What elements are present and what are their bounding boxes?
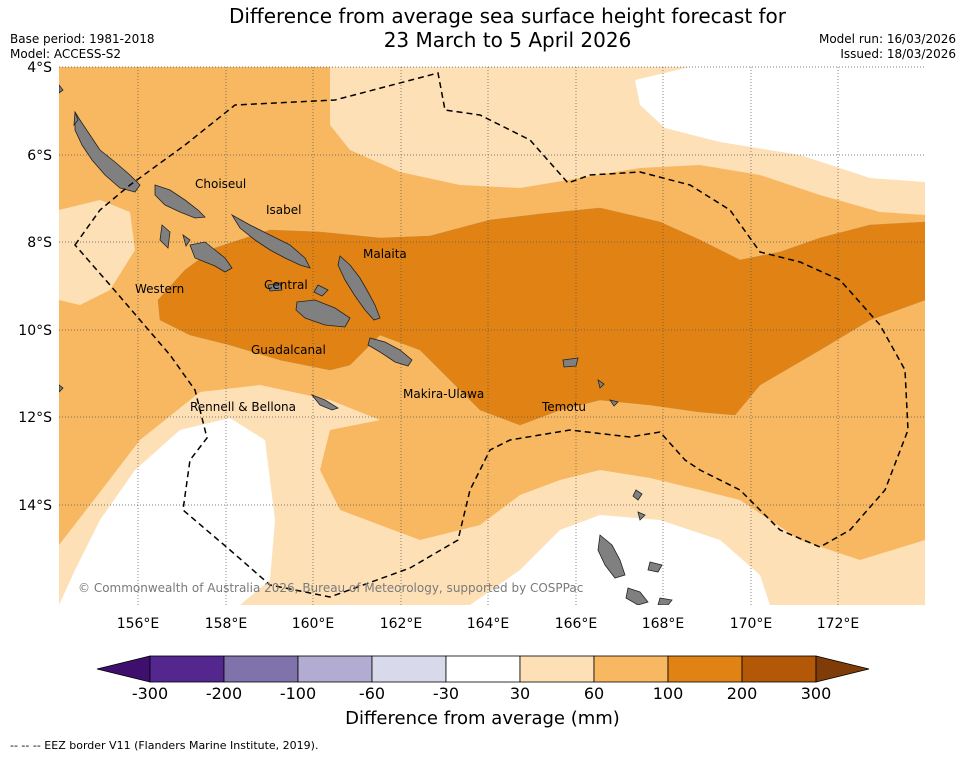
colorbar-tick: -300 [131, 684, 169, 703]
province-label-choiseul: Choiseul [195, 177, 246, 191]
lon-label: 164°E [467, 616, 510, 632]
island-ranongga [159, 224, 171, 249]
province-label-western: Western [135, 282, 184, 296]
province-label-isabel: Isabel [266, 203, 301, 217]
colorbar-tick: 30 [509, 684, 531, 703]
colorbar-segment [297, 655, 373, 683]
colorbar-extend-max [815, 655, 870, 683]
lat-label: 10°S [18, 323, 52, 339]
island-russell [267, 282, 283, 292]
meta-right: Model run: 16/03/2026 Issued: 18/03/2026 [819, 32, 956, 62]
island-small-1 [73, 111, 79, 127]
lon-labels: 156°E 158°E 160°E 162°E 164°E 166°E 168°… [117, 616, 860, 632]
lon-label: 160°E [292, 616, 335, 632]
colorbar-segment [445, 655, 521, 683]
island-edge-west [59, 384, 64, 393]
model-run: Model run: 16/03/2026 [818, 32, 956, 46]
colorbar-segment [149, 655, 225, 683]
lon-label: 168°E [642, 616, 685, 632]
province-label-rennell-bellona: Rennell & Bellona [190, 400, 296, 414]
eez-line [74, 72, 909, 598]
colorbar-label: Difference from average (mm) [345, 708, 620, 729]
meta-left: Base period: 1981-2018 Model: ACCESS-S2 [10, 32, 155, 62]
province-labels: Choiseul Isabel Malaita Western Central … [135, 177, 586, 414]
island-rennell [310, 394, 339, 411]
province-label-guadalcanal: Guadalcanal [251, 343, 326, 357]
lat-label: 8°S [27, 235, 52, 251]
title-line-1: Difference from average sea surface heig… [228, 4, 787, 28]
islands [59, 84, 673, 605]
colorbar-tick: 100 [652, 684, 684, 703]
lat-label: 14°S [18, 498, 52, 514]
colorbar-segment [667, 655, 743, 683]
island-small-2 [182, 234, 191, 247]
issued-date: Issued: 18/03/2026 [840, 47, 956, 61]
colorbar-segment [519, 655, 595, 683]
lat-label: 4°S [27, 60, 52, 76]
colorbar-segment [223, 655, 299, 683]
colorbar-tick: -60 [358, 684, 386, 703]
island-espiritu-santo [597, 534, 626, 579]
island-temotu-small [597, 379, 605, 389]
anomaly-neutral-north [635, 67, 925, 182]
anomaly-30-60-west [59, 200, 135, 305]
sea-level-anomaly-field [59, 67, 925, 605]
island-choiseul [74, 110, 141, 193]
island-anuta [609, 399, 619, 407]
colorbar-extend-min [96, 655, 151, 683]
colorbar-tick: 300 [800, 684, 832, 703]
island-vella [154, 184, 206, 219]
lon-label: 162°E [380, 616, 423, 632]
base-period: Base period: 1981-2018 [10, 32, 155, 46]
model-name: Model: ACCESS-S2 [10, 47, 122, 61]
colorbar-tick: -30 [432, 684, 460, 703]
lat-label: 12°S [18, 410, 52, 426]
island-new-georgia [189, 241, 233, 273]
colorbar-tick: -200 [205, 684, 243, 703]
anomaly-neutral-southwest [59, 418, 275, 605]
lat-labels: 4°S 6°S 8°S 10°S 12°S 14°S [18, 60, 52, 514]
map-title: Difference from average sea surface heig… [160, 4, 855, 52]
province-label-makira-ulawa: Makira-Ulawa [403, 387, 484, 401]
lon-label: 170°E [730, 616, 773, 632]
island-florida [313, 284, 329, 297]
island-ambae [647, 561, 663, 573]
eez-footnote: -- -- -- EEZ border V11 (Flanders Marine… [10, 739, 319, 752]
title-line-2: 23 March to 5 April 2026 [383, 28, 632, 52]
island-malaita [337, 255, 381, 321]
lon-label: 166°E [555, 616, 598, 632]
anomaly-100-200 [158, 208, 925, 425]
island-isabel [230, 213, 311, 269]
colorbar-tick: 200 [726, 684, 758, 703]
lon-label: 156°E [117, 616, 160, 632]
lon-label: 172°E [817, 616, 860, 632]
island-guadalcanal [295, 299, 351, 328]
colorbar-segment [593, 655, 669, 683]
province-label-temotu: Temotu [541, 400, 586, 414]
copyright-notice: © Commonwealth of Australia 2026, Bureau… [78, 581, 583, 595]
province-label-malaita: Malaita [363, 247, 407, 261]
island-epi [657, 597, 673, 605]
island-banks [637, 511, 646, 521]
island-bougainville-edge [59, 84, 64, 94]
colorbar [96, 655, 870, 683]
province-label-central: Central [264, 278, 308, 292]
colorbar-segment [371, 655, 447, 683]
lat-label: 6°S [27, 148, 52, 164]
island-makira [367, 337, 413, 367]
island-malekula [625, 587, 649, 605]
lon-label: 158°E [205, 616, 248, 632]
island-torres [632, 489, 643, 501]
colorbar-tick: 60 [583, 684, 605, 703]
eez-border [74, 72, 909, 598]
island-santa-cruz [562, 357, 579, 368]
colorbar-segment [741, 655, 817, 683]
colorbar-tick: -100 [279, 684, 317, 703]
